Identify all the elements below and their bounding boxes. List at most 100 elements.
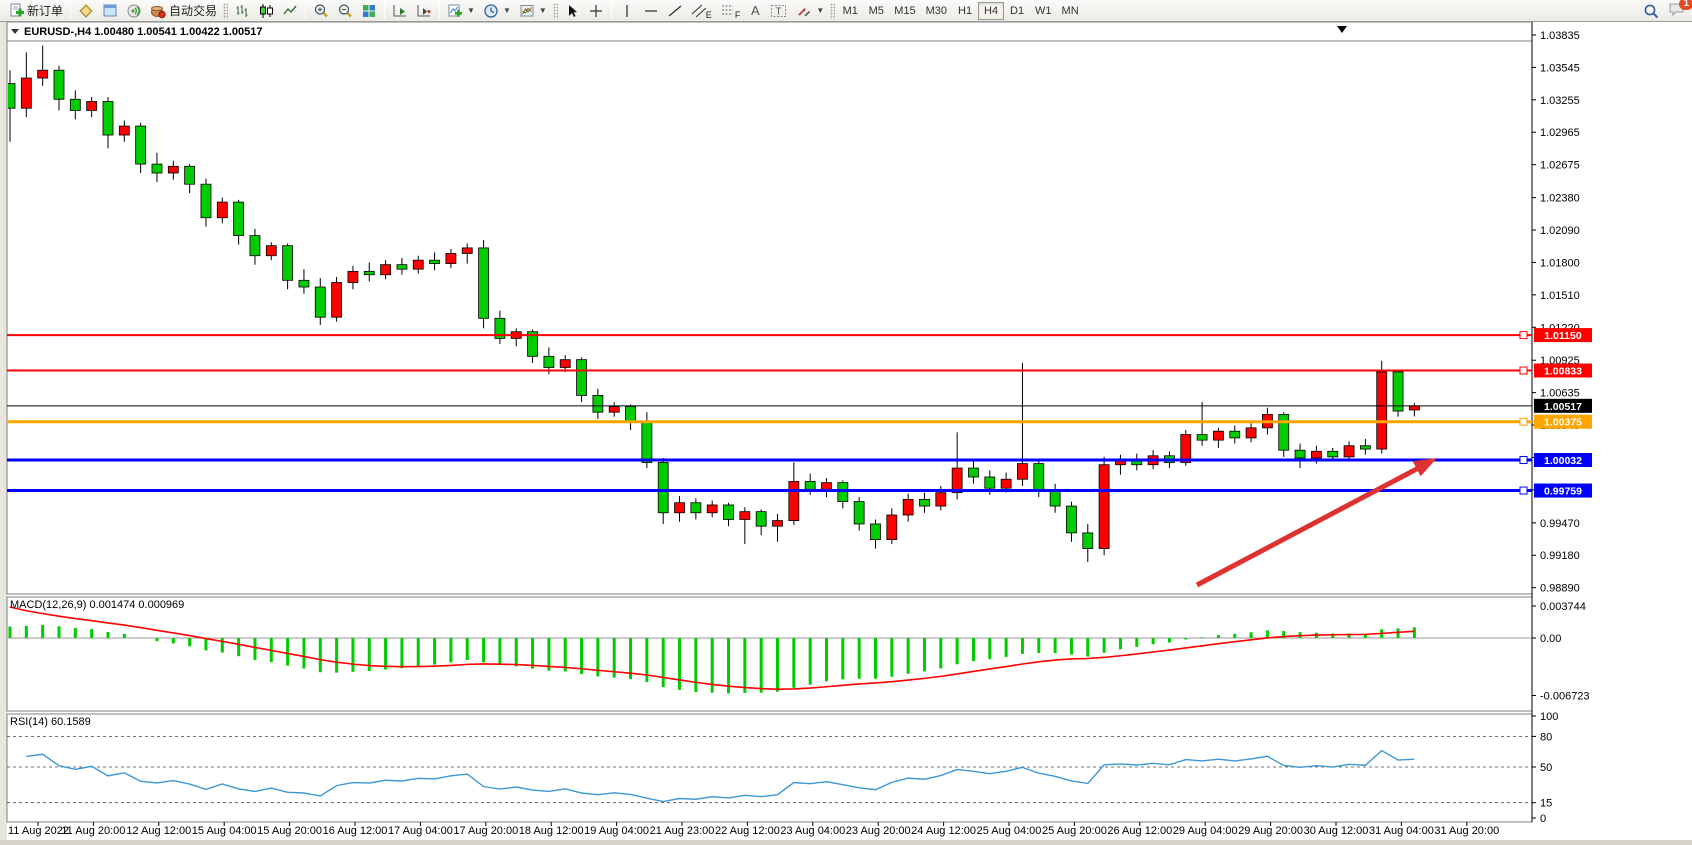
fibonacci-icon xyxy=(721,5,733,14)
arrows-tool-button[interactable]: ▼ xyxy=(792,1,828,21)
timeframe-M30[interactable]: M30 xyxy=(925,4,948,17)
time-tick-label: 16 Aug 12:00 xyxy=(323,825,388,837)
timeframe-D1[interactable]: D1 xyxy=(1010,4,1025,17)
new-order-button[interactable]: 新订单 xyxy=(4,1,67,21)
channel-letter: E xyxy=(705,9,712,20)
zoom-in-button[interactable] xyxy=(309,1,333,21)
candle xyxy=(870,523,881,540)
candle xyxy=(592,395,604,413)
toolbar-drag-handle[interactable] xyxy=(830,2,836,19)
candle xyxy=(1392,371,1404,412)
candle xyxy=(576,359,587,396)
price-badge xyxy=(1534,363,1592,378)
time-tick-label: 24 Aug 12:00 xyxy=(911,825,976,837)
candle xyxy=(331,282,343,318)
bar-chart-mode-button[interactable] xyxy=(230,1,254,21)
line-chart-mode-button[interactable] xyxy=(278,1,302,21)
zoom-out-button[interactable] xyxy=(333,1,357,21)
text-tool-button[interactable]: A xyxy=(744,1,766,21)
candle xyxy=(1327,450,1339,458)
trendline-tool-button[interactable] xyxy=(663,1,687,21)
rsi-tick-label: 15 xyxy=(1540,798,1552,810)
timeframe-M15[interactable]: M15 xyxy=(894,4,916,17)
price-badge-label: 0.99759 xyxy=(1544,486,1582,498)
data-window-button[interactable] xyxy=(98,1,122,21)
time-tick-label: 31 Aug 20:00 xyxy=(1434,825,1499,837)
candle xyxy=(1180,434,1192,463)
price-line-handle[interactable] xyxy=(1519,486,1528,495)
price-badge-label: 1.00032 xyxy=(1544,455,1582,467)
strategy-signal-button[interactable] xyxy=(122,1,146,21)
cursor-tool-button[interactable] xyxy=(560,1,584,21)
candle xyxy=(249,235,261,257)
text-label-tool-button[interactable]: T xyxy=(766,1,792,21)
time-tick-label: 19 Aug 04:00 xyxy=(584,825,649,837)
candle xyxy=(559,359,571,368)
candle xyxy=(1245,427,1257,439)
timeframe-W1[interactable]: W1 xyxy=(1035,4,1052,17)
tile-windows-button[interactable] xyxy=(357,1,381,21)
crosshair-tool-button[interactable] xyxy=(584,1,608,21)
candle xyxy=(380,264,391,276)
trend-arrow[interactable] xyxy=(1195,466,1419,588)
candlestick-mode-button[interactable] xyxy=(254,1,278,21)
profiles-button[interactable] xyxy=(74,1,98,21)
price-tick-label: 1.03835 xyxy=(1540,30,1580,42)
price-line-handle[interactable] xyxy=(1519,331,1528,340)
horizontal-line-icon xyxy=(644,9,657,12)
chart-shift-marker[interactable] xyxy=(1337,26,1347,33)
horizontal-line-tool-button[interactable] xyxy=(639,1,663,21)
new-order-label: 新订单 xyxy=(27,4,64,18)
candle xyxy=(69,98,81,111)
timeframe-H4[interactable]: H4 xyxy=(978,1,1005,20)
trend-arrow-head[interactable] xyxy=(1412,458,1437,477)
line-chart-icon xyxy=(283,5,297,14)
rsi-line xyxy=(26,749,1415,803)
candle xyxy=(772,520,783,527)
collapse-triangle-icon[interactable] xyxy=(11,29,19,34)
dropdown-arrow-icon: ▼ xyxy=(538,6,547,15)
timeframe-M1[interactable]: M1 xyxy=(842,4,858,17)
price-tick-label: 1.02965 xyxy=(1540,127,1580,139)
templates-button[interactable]: ▼ xyxy=(515,1,551,21)
vertical-line-tool-button[interactable] xyxy=(615,1,639,21)
candle xyxy=(1017,463,1028,480)
rsi-panel[interactable] xyxy=(6,713,1533,823)
price-badge-label: 1.00517 xyxy=(1544,401,1582,413)
macd-panel[interactable] xyxy=(6,596,1533,712)
search-icon[interactable] xyxy=(1643,3,1660,20)
main-panel[interactable] xyxy=(6,22,1533,595)
chart-canvas[interactable]: 1.03835 1.03545 1.03255 1.02965 1.02675 1.023… xyxy=(0,22,1692,845)
rsi-tick-label: 50 xyxy=(1540,762,1552,774)
candle xyxy=(1278,414,1290,451)
toolbar-separator xyxy=(70,2,72,19)
add-indicator-button[interactable]: ▼ xyxy=(443,1,479,21)
candle xyxy=(282,245,294,281)
price-line-handle[interactable] xyxy=(1519,417,1528,426)
chart-shift-button[interactable] xyxy=(412,1,436,21)
price-badge xyxy=(1534,453,1592,468)
toolbar-drag-handle[interactable] xyxy=(552,2,558,19)
timeframe-bar: M1 M5 M15 M30 H1 H4 D1 W1 MN xyxy=(837,1,1083,20)
time-tick-label: 22 Aug 12:00 xyxy=(715,825,780,837)
auto-trading-label: 自动交易 xyxy=(169,4,218,18)
timeframe-H1[interactable]: H1 xyxy=(958,4,973,17)
toolbar: 新订单 自动交易 xyxy=(0,0,1692,22)
profile-diamond-icon xyxy=(79,3,93,18)
candle xyxy=(804,481,816,490)
toolbar-drag-handle[interactable] xyxy=(223,2,229,19)
dropdown-arrow-icon: ▼ xyxy=(467,6,475,15)
timeframe-MN[interactable]: MN xyxy=(1061,4,1079,17)
price-line-handle[interactable] xyxy=(1519,366,1528,375)
channel-tool-button[interactable]: E xyxy=(687,1,716,21)
periods-button[interactable]: ▼ xyxy=(479,1,515,21)
auto-scroll-button[interactable] xyxy=(388,1,412,21)
time-tick-label: 12 Aug 12:00 xyxy=(126,825,191,837)
notifications-button[interactable]: 1 xyxy=(1668,0,1692,22)
fibonacci-tool-button[interactable]: F xyxy=(716,1,745,21)
candle xyxy=(102,101,114,136)
auto-trading-button[interactable]: 自动交易 xyxy=(146,1,221,21)
timeframe-M5[interactable]: M5 xyxy=(868,4,884,17)
price-line-handle[interactable] xyxy=(1519,456,1528,465)
macd-tick-label: 0.003744 xyxy=(1540,601,1586,613)
